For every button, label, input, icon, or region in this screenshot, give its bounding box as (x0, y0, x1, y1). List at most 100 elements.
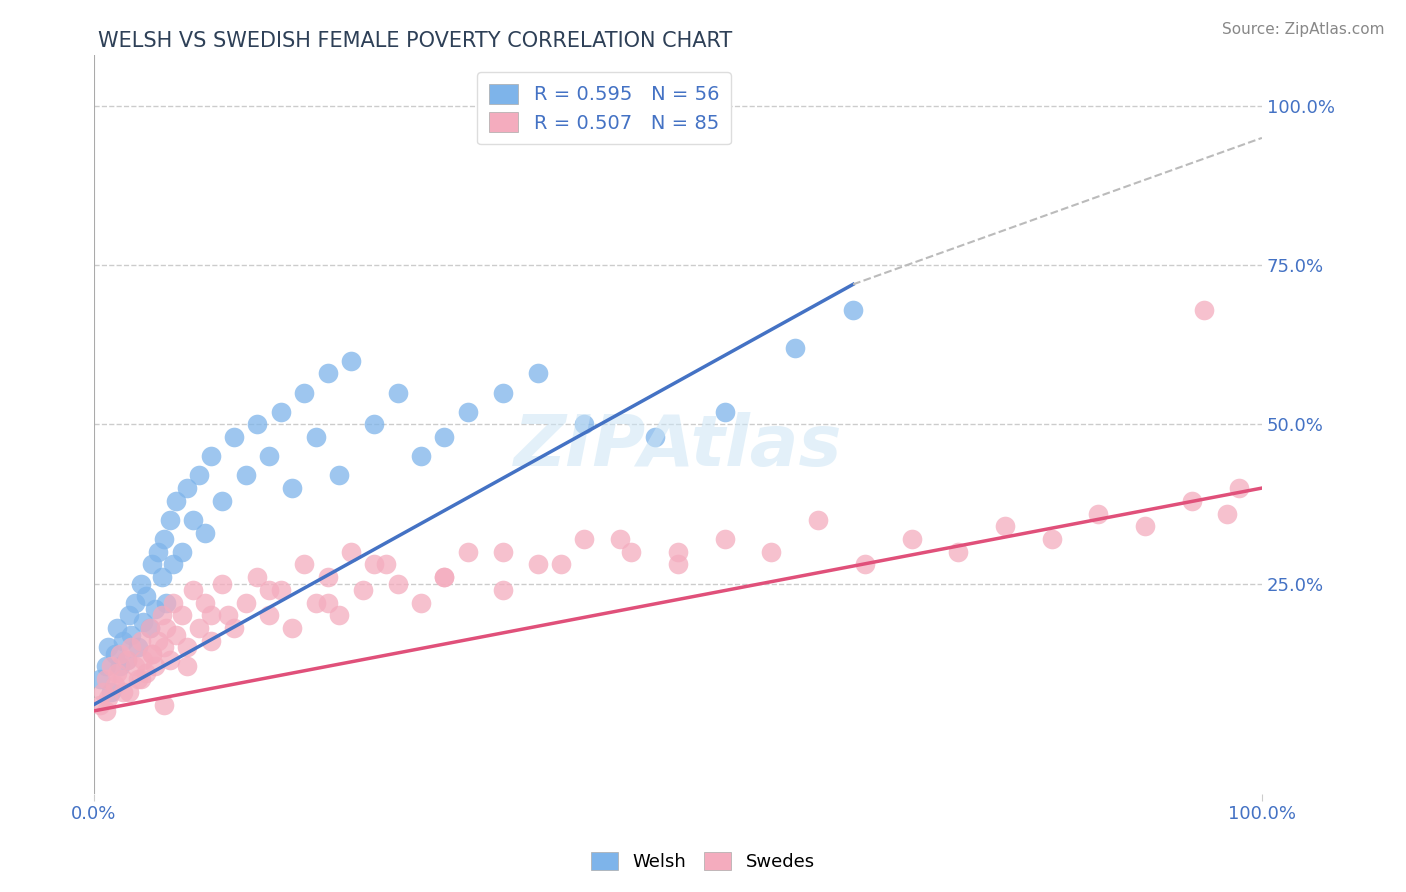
Point (129, 633, 152, 648)
Point (176, 481, 198, 495)
Point (1181, 493, 1204, 508)
Point (155, 621, 177, 635)
Point (141, 647, 163, 661)
Text: Source: ZipAtlas.com: Source: ZipAtlas.com (1222, 22, 1385, 37)
Point (118, 685, 141, 699)
Point (1040, 532, 1063, 546)
Point (146, 545, 169, 559)
Point (644, 430, 666, 444)
Point (807, 513, 830, 527)
Point (165, 493, 187, 508)
Point (132, 615, 155, 629)
Point (200, 633, 222, 648)
Point (222, 430, 245, 444)
Point (105, 665, 128, 680)
Point (713, 405, 735, 419)
Point (120, 627, 142, 641)
Point (127, 672, 149, 686)
Point (143, 602, 166, 616)
Point (550, 558, 572, 572)
Point (112, 685, 135, 699)
Point (94, 672, 117, 686)
Point (127, 640, 149, 655)
Point (139, 621, 162, 635)
Point (159, 513, 181, 527)
Point (94, 704, 117, 718)
Point (153, 698, 176, 712)
Point (170, 608, 193, 623)
Point (492, 545, 515, 559)
Point (257, 608, 280, 623)
Point (994, 519, 1017, 533)
Point (666, 558, 689, 572)
Point (108, 647, 131, 661)
Point (200, 608, 222, 623)
Point (181, 582, 204, 597)
Point (194, 525, 217, 540)
Text: WELSH VS SWEDISH FEMALE POVERTY CORRELATION CHART: WELSH VS SWEDISH FEMALE POVERTY CORRELAT… (98, 31, 733, 51)
Point (352, 582, 374, 597)
Point (574, 417, 596, 432)
Point (115, 653, 138, 667)
Point (340, 545, 363, 559)
Point (433, 570, 456, 584)
Point (112, 672, 135, 686)
Point (112, 633, 135, 648)
Point (176, 659, 198, 673)
Point (305, 596, 328, 610)
Point (433, 430, 456, 444)
Point (340, 353, 363, 368)
Legend: R = 0.595   N = 56, R = 0.507   N = 85: R = 0.595 N = 56, R = 0.507 N = 85 (478, 72, 731, 145)
Point (176, 640, 198, 655)
Point (305, 430, 328, 444)
Point (620, 545, 643, 559)
Point (1227, 481, 1250, 495)
Point (761, 545, 783, 559)
Point (159, 653, 181, 667)
Point (1192, 302, 1215, 317)
Point (316, 596, 339, 610)
Point (328, 468, 350, 483)
Point (97, 640, 120, 655)
Point (409, 596, 432, 610)
Point (100, 685, 122, 699)
Point (97, 691, 120, 706)
Point (457, 545, 479, 559)
Point (387, 576, 409, 591)
Point (211, 493, 233, 508)
Point (170, 545, 193, 559)
Point (574, 532, 596, 546)
Point (374, 558, 396, 572)
Point (713, 532, 735, 546)
Point (89, 698, 111, 712)
Point (118, 608, 141, 623)
Point (120, 640, 142, 655)
Point (89, 672, 111, 686)
Point (246, 417, 269, 432)
Point (526, 558, 548, 572)
Point (270, 582, 292, 597)
Point (492, 385, 515, 400)
Point (94, 659, 117, 673)
Point (666, 545, 689, 559)
Point (526, 367, 548, 381)
Point (316, 367, 339, 381)
Point (194, 596, 217, 610)
Point (1087, 507, 1109, 521)
Point (129, 576, 152, 591)
Point (165, 627, 187, 641)
Point (129, 672, 152, 686)
Point (211, 576, 233, 591)
Point (292, 558, 315, 572)
Point (409, 449, 432, 463)
Point (91, 685, 114, 699)
Point (181, 513, 204, 527)
Point (900, 532, 922, 546)
Point (141, 558, 163, 572)
Point (235, 596, 257, 610)
Point (105, 621, 128, 635)
Point (235, 468, 257, 483)
Point (363, 558, 385, 572)
Point (124, 659, 146, 673)
Point (281, 481, 304, 495)
